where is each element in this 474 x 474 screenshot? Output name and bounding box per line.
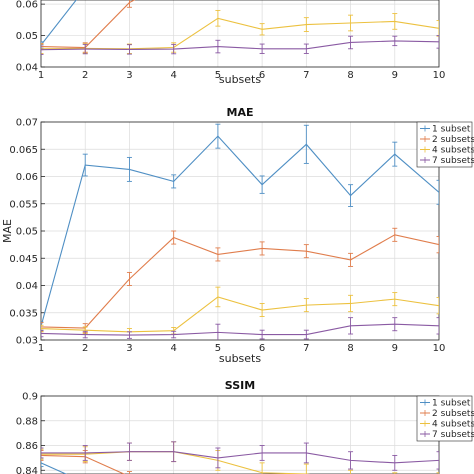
legend-entry: 4 subsets [432, 420, 474, 430]
series-line [41, 462, 68, 474]
plot-frame [40, 0, 440, 68]
legend-entry: 2 subsets [432, 135, 474, 145]
x-tick-label: 7 [303, 70, 309, 81]
x-tick-label: 2 [82, 343, 88, 354]
legend-entry: 7 subsets [432, 430, 474, 440]
y-axis-label: MAE [1, 219, 14, 243]
series-line [41, 135, 439, 327]
legend-entry: 7 subsets [432, 156, 474, 166]
y-tick-label: 0.045 [9, 254, 38, 265]
y-tick-label: 0.05 [16, 31, 38, 42]
series-group [41, 441, 439, 474]
series-group [41, 0, 439, 55]
y-tick-label: 0.055 [9, 199, 38, 210]
series-line [41, 451, 439, 464]
y-tick-label: 0.06 [16, 172, 38, 183]
chart-title: SSIM [225, 379, 255, 392]
series-line [41, 454, 126, 474]
y-tick-label: 0.04 [16, 281, 38, 292]
legend-entry: 1 subset [432, 399, 471, 409]
y-tick-label: 0.035 [9, 308, 38, 319]
x-tick-label: 1 [38, 343, 44, 354]
x-tick-label: 10 [433, 343, 446, 354]
series-group [41, 123, 439, 340]
legend-entry: 4 subsets [432, 146, 474, 156]
y-tick-label: 0.065 [9, 145, 38, 156]
x-tick-label: 5 [215, 70, 221, 81]
x-tick-label: 5 [215, 343, 221, 354]
series-line [41, 17, 439, 50]
x-tick-label: 8 [347, 70, 353, 81]
series-line [41, 234, 439, 329]
series-line [41, 296, 439, 333]
top-panel: 0.04 0.05 0.06 1 2 3 4 5 6 7 8 9 10 subsets [16, 0, 446, 86]
y-tick-label: 0.88 [16, 416, 38, 427]
series-line [41, 323, 439, 336]
x-tick-label: 3 [126, 343, 132, 354]
y-tick-label: 0.05 [16, 227, 38, 238]
x-tick-label: 6 [259, 70, 265, 81]
x-tick-label: 7 [303, 343, 309, 354]
x-tick-label: 4 [170, 70, 176, 81]
y-tick-label: 0.04 [16, 63, 38, 74]
x-tick-label: 1 [38, 70, 44, 81]
x-tick-label: 9 [392, 343, 398, 354]
y-tick-label: 0.07 [16, 118, 38, 129]
series-line [41, 0, 136, 49]
legend-entry: 2 subsets [432, 409, 474, 419]
x-tick-label: 8 [347, 343, 353, 354]
x-tick-label: 10 [433, 70, 446, 81]
y-tick-label: 0.9 [22, 392, 38, 403]
series-line [41, 451, 311, 474]
y-tick-label: 0.84 [16, 466, 38, 474]
series-line [41, 40, 439, 51]
x-tick-label: 2 [82, 70, 88, 81]
x-tick-label: 3 [126, 70, 132, 81]
x-axis-label: subsets [219, 73, 261, 86]
x-tick-label: 4 [170, 343, 176, 354]
mae-panel: 0.03 0.035 0.04 0.045 0.05 0.055 0.06 0.065 0.07… [1, 106, 474, 365]
y-tick-label: 0.06 [16, 0, 38, 11]
x-tick-label: 6 [259, 343, 265, 354]
chart-title: MAE [227, 106, 254, 119]
y-tick-label: 0.03 [16, 336, 38, 347]
y-tick-label: 0.86 [16, 441, 38, 452]
x-tick-label: 9 [392, 70, 398, 81]
legend-entry: 1 subset [432, 125, 471, 135]
x-axis-label: subsets [219, 352, 261, 365]
